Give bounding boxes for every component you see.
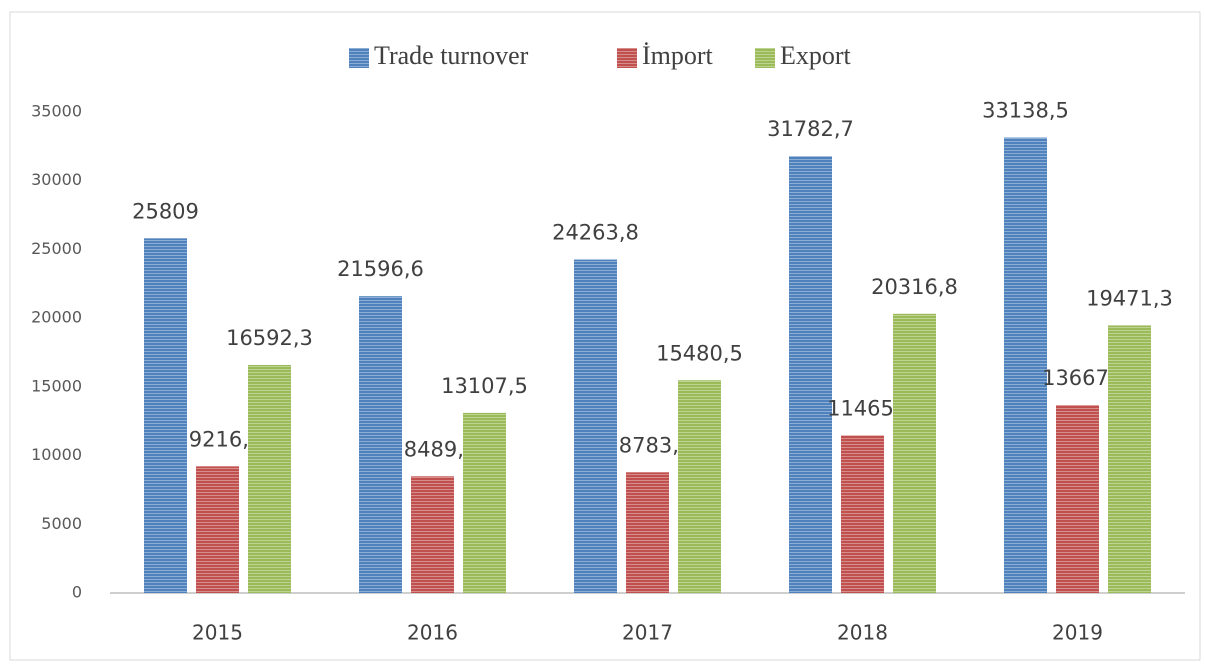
y-tick-label: 30000 <box>31 170 82 189</box>
legend-label: Trade turnover <box>374 41 529 70</box>
y-tick-label: 25000 <box>31 239 82 258</box>
x-tick-label: 2019 <box>1052 621 1103 645</box>
value-label: 21596,6 <box>337 257 424 281</box>
bar <box>411 476 454 593</box>
legend-swatch <box>349 48 369 68</box>
y-tick-label: 0 <box>72 583 82 602</box>
value-label: 25809 <box>132 199 199 223</box>
legend-swatch <box>755 48 775 68</box>
value-label: 19471,3 <box>1086 286 1173 310</box>
value-label: 16592,3 <box>226 326 313 350</box>
bar <box>574 259 617 593</box>
value-label: 24263,8 <box>552 221 639 245</box>
bar <box>1108 325 1151 593</box>
bar <box>789 156 832 593</box>
legend-swatch <box>617 48 637 68</box>
bar <box>893 313 936 593</box>
y-tick-label: 10000 <box>31 445 82 464</box>
bar <box>463 412 506 593</box>
y-tick-label: 35000 <box>31 102 82 121</box>
bar <box>678 380 721 593</box>
bar <box>626 472 669 593</box>
y-tick-label: 5000 <box>41 514 82 533</box>
bar <box>1056 405 1099 593</box>
x-tick-label: 2016 <box>407 621 458 645</box>
bar <box>841 435 884 593</box>
legend-label: İmport <box>642 41 714 70</box>
legend-label: Export <box>780 41 852 70</box>
x-tick-label: 2018 <box>837 621 888 645</box>
bar <box>359 296 402 593</box>
value-label: 13107,5 <box>441 374 528 398</box>
bar <box>196 466 239 593</box>
value-label: 20316,8 <box>871 275 958 299</box>
y-tick-label: 20000 <box>31 308 82 327</box>
y-tick-label: 15000 <box>31 376 82 395</box>
x-tick-label: 2017 <box>622 621 673 645</box>
value-label: 31782,7 <box>767 117 854 141</box>
value-label: 33138,5 <box>982 99 1069 123</box>
bar <box>1004 137 1047 593</box>
bar <box>144 238 187 593</box>
x-tick-label: 2015 <box>192 621 243 645</box>
value-label: 15480,5 <box>656 341 743 365</box>
bar <box>248 364 291 593</box>
